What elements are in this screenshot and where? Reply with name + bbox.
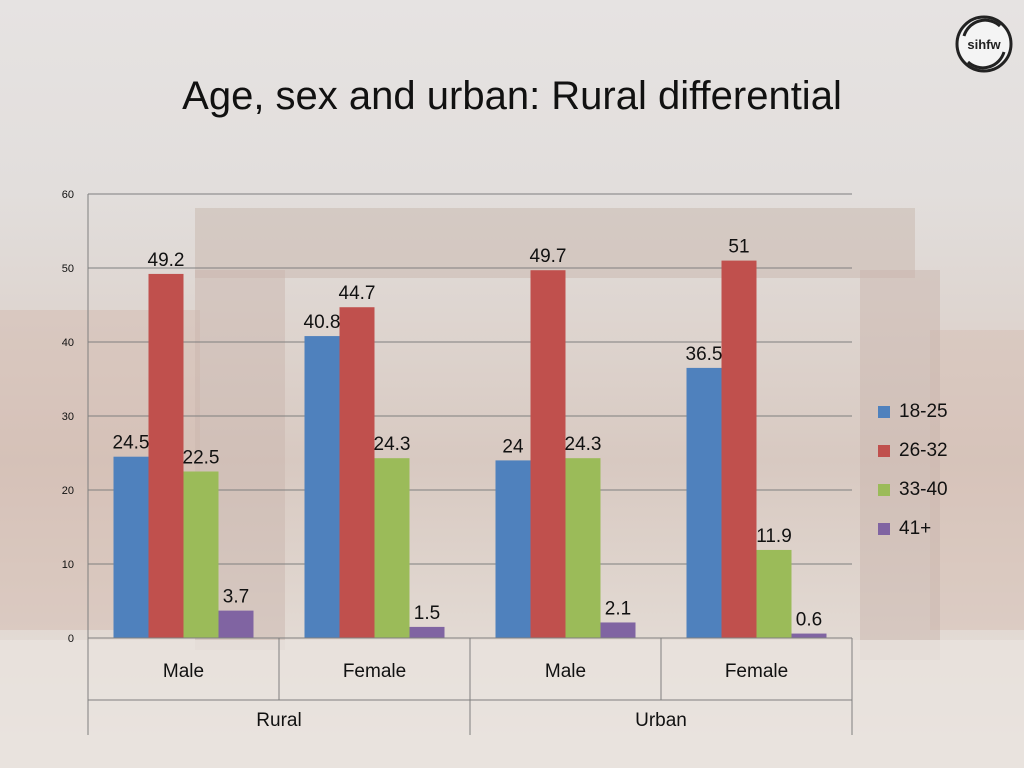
x-group-label: Urban [635,710,687,731]
x-group-label: Rural [256,710,301,731]
data-label: 2.1 [605,598,631,619]
bar-33-40-0 [183,471,219,638]
x-category-label: Female [343,661,406,682]
bar-33-40-3 [756,549,792,638]
data-label: 3.7 [223,587,249,608]
x-category-label: Male [163,661,204,682]
y-tick-label: 0 [68,633,74,645]
y-tick-label: 60 [62,189,74,201]
data-label: 40.8 [304,312,341,333]
data-label: 24 [502,436,524,457]
background-pillar-right [860,270,940,660]
data-label: 22.5 [183,448,220,469]
data-label: 1.5 [414,603,440,624]
data-label: 24.3 [374,434,411,455]
data-label: 44.7 [339,283,376,304]
bar-26-32-0 [148,273,184,638]
chart-data-labels: 24.5 40.8 24 36.5 49.2 44.7 49.7 51 22.5 24.3 24.3… [113,237,823,631]
bar-18-25-3 [686,367,722,638]
bar-41+-0 [218,610,254,638]
y-tick-label: 10 [62,559,74,571]
slide-title: Age, sex and urban: Rural differential [182,74,842,118]
data-label: 49.7 [530,246,567,267]
logo-text: sihfw [967,37,1001,52]
legend-item: 26-32 [878,431,948,470]
data-label: 49.2 [148,250,185,271]
legend-swatch [878,444,890,457]
bar-26-32-2 [530,270,566,638]
bar-41+-3 [791,633,827,638]
data-label: 36.5 [686,344,723,365]
data-label: 51 [728,237,749,258]
x-category-label: Female [725,661,788,682]
legend-swatch [878,483,890,496]
data-label: 0.6 [796,610,822,631]
y-tick-label: 40 [62,337,74,349]
bar-41+-1 [409,626,445,638]
background-building-right [930,330,1024,630]
x-axis: Male Female Male Female Rural Urban [87,637,853,735]
legend-label: 18-25 [899,400,948,422]
chart-bars [113,260,827,638]
legend-item: 33-40 [878,470,948,509]
y-axis-tick-labels: 0 10 20 30 40 50 60 [62,189,74,645]
bar-18-25-1 [304,336,340,638]
x-category-label: Male [545,661,586,682]
bar-18-25-2 [495,460,531,638]
bar-33-40-1 [374,458,410,638]
chart-legend: 18-25 26-32 33-40 41+ [878,392,948,548]
data-label: 24.3 [565,434,602,455]
y-tick-label: 20 [62,485,74,497]
bar-33-40-2 [565,458,601,638]
background-ground [0,640,1024,768]
bar-26-32-1 [339,307,375,638]
background-gate [195,208,915,278]
bar-41+-2 [600,622,636,638]
legend-swatch [878,522,890,535]
legend-label: 26-32 [899,439,948,461]
data-label: 24.5 [113,433,150,454]
legend-label: 41+ [899,517,932,539]
bar-26-32-3 [721,260,757,638]
bar-18-25-0 [113,456,149,638]
legend-swatch [878,405,890,418]
sihfw-logo: sihfw [955,15,1013,73]
y-tick-label: 30 [62,411,74,423]
data-label: 11.9 [756,526,792,547]
legend-label: 33-40 [899,478,948,500]
y-tick-label: 50 [62,263,74,275]
legend-item: 41+ [878,509,948,548]
legend-item: 18-25 [878,392,948,431]
